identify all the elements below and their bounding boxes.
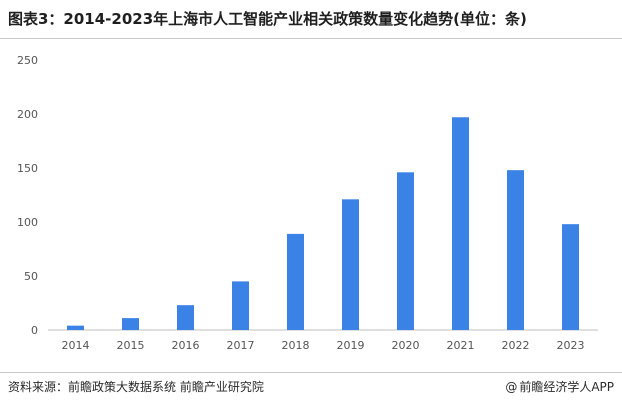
y-tick-label: 200 [17,108,38,121]
y-tick-label: 100 [17,216,38,229]
y-tick-label: 150 [17,162,38,175]
brand-credit: @ 前瞻经济学人APP [505,378,614,395]
bar-2015 [122,318,139,330]
y-tick-label: 0 [31,324,38,337]
x-tick-label: 2016 [172,339,200,352]
bar-2022 [507,170,524,330]
x-tick-label: 2021 [447,339,475,352]
footer-divider [0,372,622,373]
bar-2020 [397,172,414,330]
x-tick-label: 2014 [62,339,90,352]
bar-2017 [232,281,249,330]
x-tick-label: 2017 [227,339,255,352]
bar-2019 [342,199,359,330]
bar-chart: 0 50 100 150 200 250 2014 2015 2016 2017 2018 2019… [17,54,598,352]
y-tick-label: 250 [17,54,38,67]
bar-2014 [67,325,84,330]
bar-2018 [287,233,304,330]
bar-2016 [177,305,194,330]
x-tick-label: 2022 [502,339,530,352]
at-icon: @ [505,380,518,394]
y-tick-label: 50 [24,270,38,283]
bars [67,117,579,331]
x-tick-label: 2015 [117,339,145,352]
x-axis-labels: 2014 2015 2016 2017 2018 2019 2020 2021 2022 2023 [62,339,585,352]
y-axis-labels: 0 50 100 150 200 250 [17,54,38,337]
title-divider [0,38,622,39]
source-note: 资料来源：前瞻政策大数据系统 前瞻产业研究院 [8,380,264,394]
chart-title: 图表3：2014-2023年上海市人工智能产业相关政策数量变化趋势(单位：条) [8,10,527,28]
x-tick-label: 2018 [282,339,310,352]
bar-2021 [452,117,469,331]
x-tick-label: 2023 [557,339,585,352]
x-tick-label: 2019 [337,339,365,352]
brand-name: 前瞻经济学人APP [519,380,614,394]
bar-2023 [562,224,579,330]
x-tick-label: 2020 [392,339,420,352]
